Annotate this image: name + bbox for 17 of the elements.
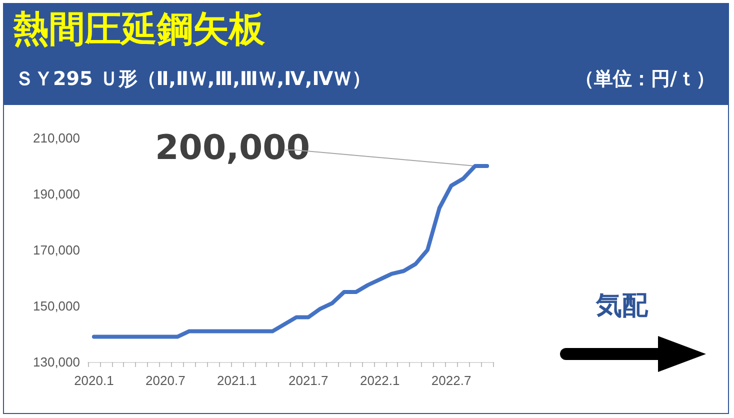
y-axis-title: （単位：円/ｔ） (575, 67, 715, 92)
y-tick-label: 150,000 (33, 298, 80, 314)
y-tick-label: 130,000 (33, 354, 80, 370)
y-tick-label: 170,000 (33, 242, 80, 258)
chart-subtitle: ＳＹ295 Ｕ形（Ⅱ,ⅡＷ,Ⅲ,ⅢＷ,Ⅳ,ⅣＷ） (15, 67, 372, 92)
y-tick-label: 210,000 (33, 130, 80, 146)
x-tick-label: 2021.1 (217, 373, 257, 388)
annotation: 200,000 (155, 128, 310, 168)
x-tick-label: 2022.1 (360, 373, 400, 388)
y-tick-label: 190,000 (33, 186, 80, 202)
chart-title: 熱間圧延鋼矢板 (13, 8, 265, 52)
x-tick-label: 2021.7 (288, 373, 328, 388)
x-tick-label: 2020.7 (146, 373, 186, 388)
x-tick-label: 2020.1 (74, 373, 114, 388)
line-series (92, 164, 490, 339)
x-tick-label: 2022.7 (431, 373, 472, 388)
text: 気配 (596, 290, 648, 323)
